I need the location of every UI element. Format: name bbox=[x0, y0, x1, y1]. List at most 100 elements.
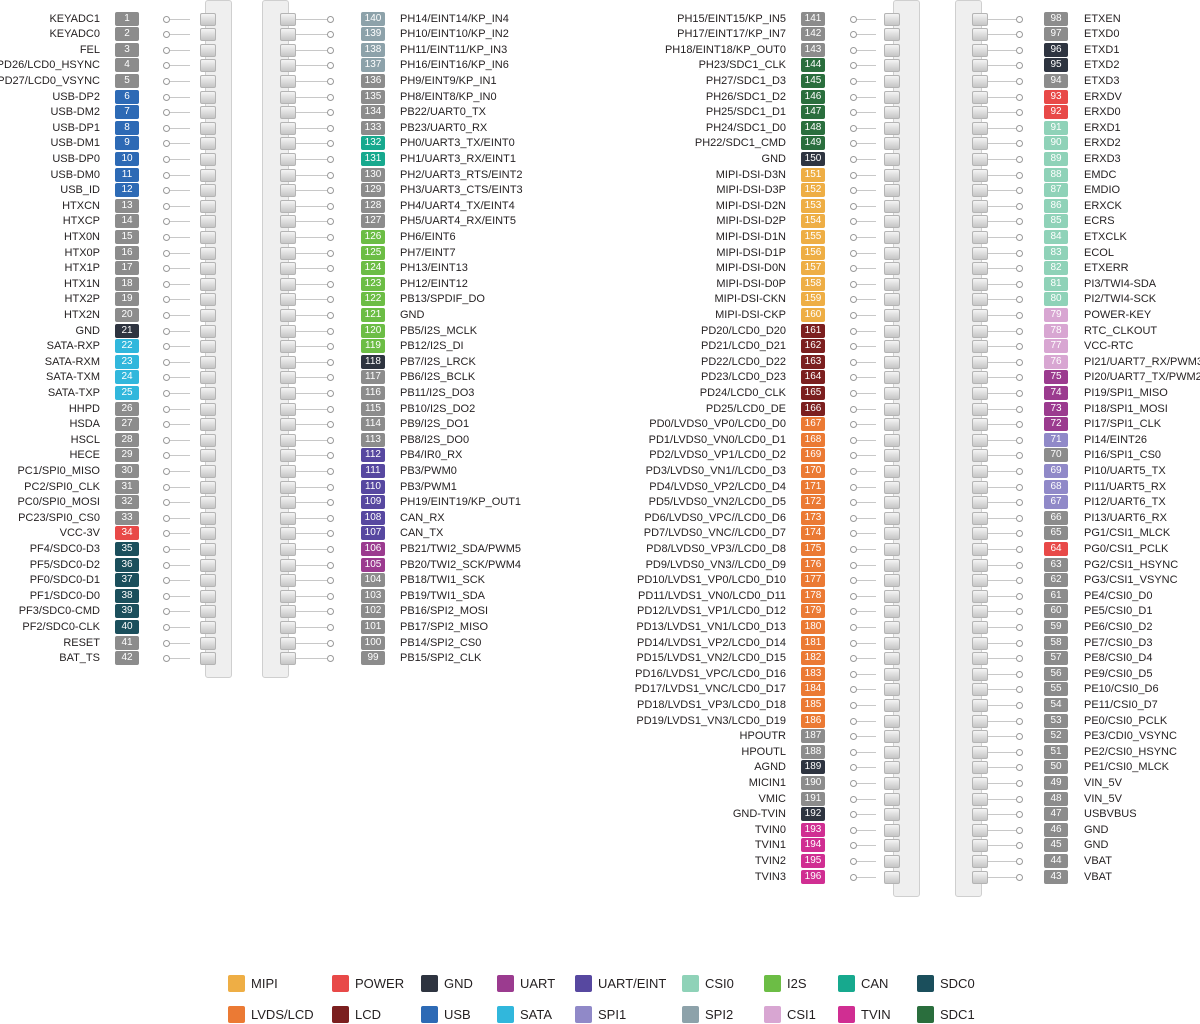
pin-number-badge: 110 bbox=[361, 479, 385, 494]
pin-pad bbox=[972, 464, 988, 478]
pin-dot bbox=[163, 561, 170, 569]
pin-pad bbox=[972, 386, 988, 400]
pin-dot bbox=[163, 327, 170, 335]
pin-label: PI17/SPI1_CLK bbox=[1084, 418, 1162, 431]
pin-number-badge: 118 bbox=[361, 354, 385, 369]
pin-wire bbox=[169, 517, 190, 519]
pin-number-badge: 10 bbox=[115, 151, 139, 166]
pin-label: PB13/SPDIF_DO bbox=[400, 293, 485, 306]
legend-swatch bbox=[575, 1006, 592, 1023]
pin-pad bbox=[280, 137, 296, 151]
pin-dot bbox=[163, 140, 170, 148]
pin-pad bbox=[200, 12, 216, 26]
pin-wire bbox=[856, 127, 876, 129]
pin-dot bbox=[1016, 717, 1023, 725]
pin-dot bbox=[850, 514, 857, 522]
pin-pad bbox=[884, 12, 900, 26]
pin-dot bbox=[163, 311, 170, 319]
pin-number-badge: 194 bbox=[801, 838, 825, 853]
pin-pad bbox=[972, 168, 988, 182]
pin-dot bbox=[1016, 171, 1023, 179]
pin-wire bbox=[856, 595, 876, 597]
pin-label: CAN_TX bbox=[400, 527, 444, 540]
pin-dot bbox=[1016, 842, 1023, 850]
pin-dot bbox=[327, 31, 334, 39]
pin-label: MIPI-DSI-D2N bbox=[715, 199, 786, 212]
pin-label: PD7/LVDS0_VNC//LCD0_D7 bbox=[643, 527, 786, 540]
pin-pad bbox=[884, 90, 900, 104]
legend-swatch bbox=[421, 975, 438, 992]
pin-pad bbox=[884, 761, 900, 775]
pin-dot bbox=[1016, 358, 1023, 366]
pin-dot bbox=[1016, 249, 1023, 257]
pin-number-badge: 146 bbox=[801, 89, 825, 104]
pin-number-badge: 6 bbox=[115, 89, 139, 104]
pin-wire bbox=[169, 205, 190, 207]
pin-number-badge: 125 bbox=[361, 245, 385, 260]
pin-pad bbox=[200, 527, 216, 541]
pin-label: PE10/CSI0_D6 bbox=[1084, 683, 1159, 696]
pin-number-badge: 69 bbox=[1044, 463, 1068, 478]
pin-wire bbox=[988, 236, 1016, 238]
pin-wire bbox=[169, 658, 190, 660]
pin-label: PH13/EINT13 bbox=[400, 262, 468, 275]
pin-pad bbox=[280, 480, 296, 494]
pin-label: PH5/UART4_RX/EINT5 bbox=[400, 215, 516, 228]
pin-dot bbox=[163, 655, 170, 663]
pin-pad bbox=[280, 449, 296, 463]
pin-label: PH15/EINT15/KP_IN5 bbox=[677, 12, 786, 25]
pin-pad bbox=[884, 480, 900, 494]
pin-dot bbox=[327, 265, 334, 273]
pin-pad bbox=[884, 293, 900, 307]
pin-number-badge: 5 bbox=[115, 73, 139, 88]
pin-wire bbox=[169, 470, 190, 472]
pin-pad bbox=[200, 262, 216, 276]
pin-wire bbox=[856, 642, 876, 644]
pin-pad bbox=[884, 636, 900, 650]
pin-number-badge: 188 bbox=[801, 744, 825, 759]
pin-label: ETXEN bbox=[1084, 12, 1121, 25]
pin-number-badge: 22 bbox=[115, 339, 139, 354]
pin-number-badge: 15 bbox=[115, 229, 139, 244]
pin-number-badge: 65 bbox=[1044, 526, 1068, 541]
pin-pad bbox=[200, 496, 216, 510]
pin-wire bbox=[169, 548, 190, 550]
pin-dot bbox=[850, 467, 857, 475]
pin-dot bbox=[1016, 639, 1023, 647]
pin-number-badge: 120 bbox=[361, 323, 385, 338]
pin-number-badge: 152 bbox=[801, 183, 825, 198]
pin-wire bbox=[856, 720, 876, 722]
pin-wire bbox=[169, 595, 190, 597]
pin-dot bbox=[850, 701, 857, 709]
pin-label: ETXD3 bbox=[1084, 74, 1120, 87]
pin-pad bbox=[280, 324, 296, 338]
pin-pad bbox=[200, 121, 216, 135]
pin-dot bbox=[1016, 826, 1023, 834]
pin-number-badge: 21 bbox=[115, 323, 139, 338]
pin-wire bbox=[296, 49, 327, 51]
pin-number-badge: 137 bbox=[361, 58, 385, 73]
pin-number-badge: 167 bbox=[801, 417, 825, 432]
pin-number-badge: 138 bbox=[361, 42, 385, 57]
pin-pad bbox=[280, 542, 296, 556]
pin-wire bbox=[856, 236, 876, 238]
pin-pad bbox=[884, 574, 900, 588]
pin-label: USB_ID bbox=[60, 184, 100, 197]
pin-dot bbox=[163, 218, 170, 226]
pin-label: PE5/CSI0_D1 bbox=[1084, 605, 1153, 618]
pin-pad bbox=[972, 558, 988, 572]
pin-number-badge: 74 bbox=[1044, 385, 1068, 400]
pin-label: PB14/SPI2_CS0 bbox=[400, 636, 482, 649]
pin-dot bbox=[163, 452, 170, 460]
pin-wire bbox=[856, 424, 876, 426]
pin-pad bbox=[972, 698, 988, 712]
pin-dot bbox=[850, 733, 857, 741]
pin-dot bbox=[1016, 187, 1023, 195]
pin-number-badge: 182 bbox=[801, 651, 825, 666]
pin-label: GND bbox=[1084, 823, 1109, 836]
pin-number-badge: 130 bbox=[361, 167, 385, 182]
pin-wire bbox=[296, 377, 327, 379]
pin-dot bbox=[850, 811, 857, 819]
pin-wire bbox=[856, 299, 876, 301]
pin-number-badge: 52 bbox=[1044, 729, 1068, 744]
